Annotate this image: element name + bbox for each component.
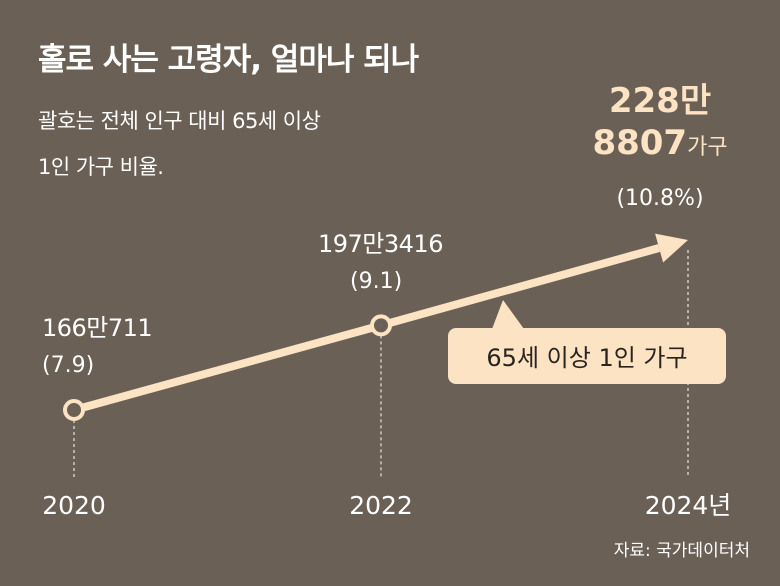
callout-box [448, 328, 726, 384]
callout-pointer [492, 300, 524, 329]
latest-value-line-1: 228만 [608, 81, 712, 121]
callout-label: 65세 이상 1인 가구 [486, 344, 687, 372]
subtitle-line-2: 1인 가구 비율. [38, 155, 164, 179]
value-label-2020: 166만711 [42, 314, 152, 342]
data-point-2022 [370, 314, 392, 337]
latest-value-label: 228만 8807가구 [590, 80, 730, 169]
ratio-label-2020: (7.9) [42, 353, 94, 378]
source-note: 자료: 국가데이터처 [613, 541, 750, 561]
subtitle-line-1: 괄호는 전체 인구 대비 65세 이상 [38, 109, 321, 133]
series-line [63, 233, 688, 421]
latest-value-unit: 가구 [687, 135, 728, 160]
latest-ratio-label: (10.8%) [616, 186, 704, 211]
data-point-2020 [63, 399, 85, 421]
latest-value-line-2: 8807가구 [590, 122, 730, 169]
series-arrowhead [655, 233, 688, 263]
x-tick-2020: 2020 [42, 491, 106, 520]
series-callout: 65세 이상 1인 가구 [448, 300, 726, 384]
latest-value-number: 8807 [592, 123, 688, 163]
x-tick-2024: 2024년 [645, 491, 732, 520]
chart-title: 홀로 사는 고령자, 얼마나 되나 [38, 42, 419, 78]
x-tick-2022: 2022 [349, 491, 413, 520]
x-axis-ticks: 2020 2022 2024년 [42, 491, 731, 520]
value-labels: 166만711 (7.9) 197만3416 (9.1) [42, 230, 443, 378]
ratio-label-2022: (9.1) [350, 269, 402, 294]
value-label-2022: 197만3416 [318, 230, 443, 258]
chart-subtitle: 괄호는 전체 인구 대비 65세 이상 1인 가구 비율. [38, 98, 321, 190]
